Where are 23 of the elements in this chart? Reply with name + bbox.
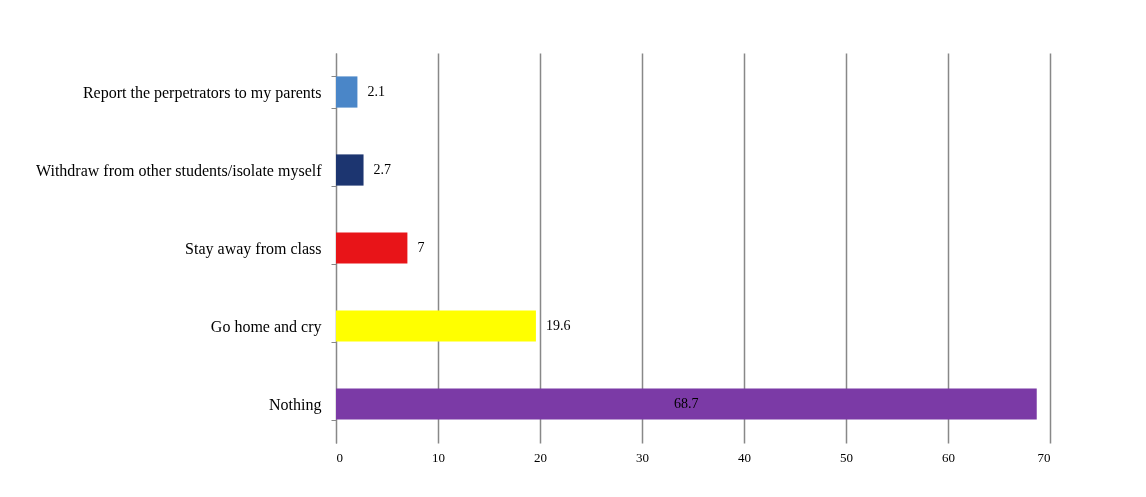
y-tick-label: Go home and cry (210, 317, 322, 336)
bar (336, 76, 358, 108)
x-tick-label: 20 (534, 449, 547, 465)
x-tick-label: 60 (942, 449, 955, 465)
x-tick-label: 10 (432, 449, 445, 465)
x-tick-label: 40 (738, 449, 751, 465)
x-tick-label: 50 (840, 449, 853, 465)
x-tick-label: 70 (1037, 449, 1051, 465)
bar (336, 388, 1037, 420)
bar (336, 154, 364, 186)
data-label: 7 (417, 240, 425, 255)
data-label: 2.7 (373, 162, 392, 177)
y-tick-label: Withdraw from other students/isolate myself (35, 161, 323, 180)
x-tick-label: 0 (336, 449, 343, 465)
x-tick-label: 30 (636, 449, 649, 465)
y-tick-label: Stay away from class (185, 239, 322, 258)
y-tick-label: Nothing (269, 395, 322, 414)
data-label: 19.6 (545, 318, 571, 333)
bar (336, 232, 408, 264)
data-label: 68.7 (674, 396, 699, 411)
y-tick-label: Report the perpetrators to my parents (82, 83, 322, 102)
bar (336, 310, 536, 342)
data-label: 2.1 (367, 84, 385, 99)
